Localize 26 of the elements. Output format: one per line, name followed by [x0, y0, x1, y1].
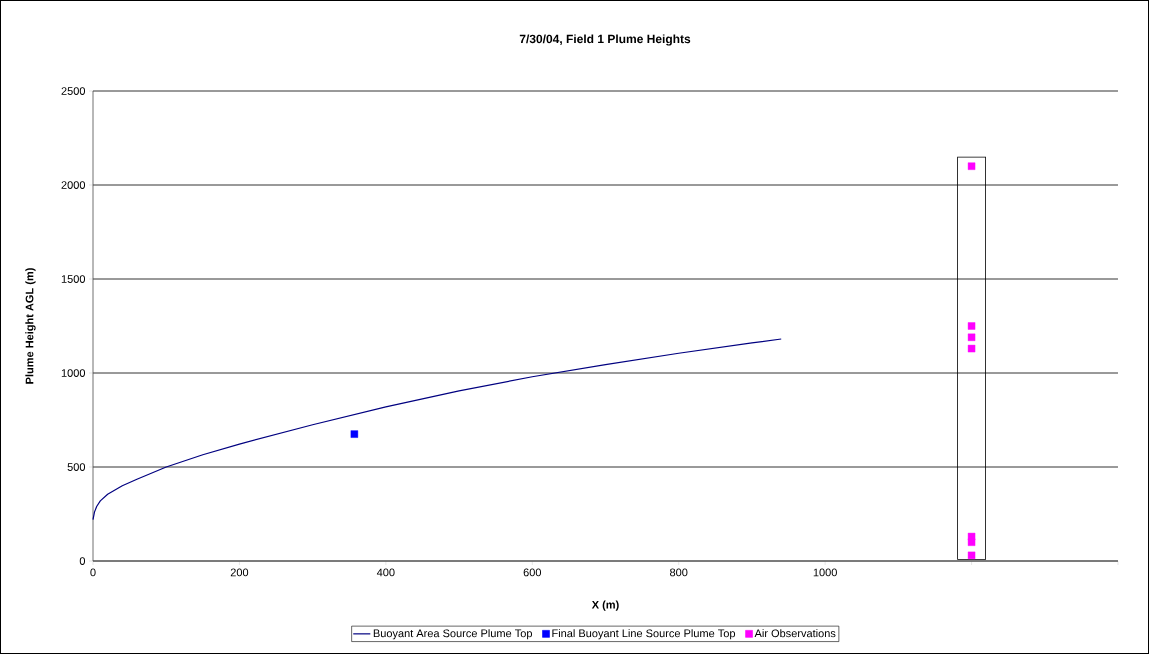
- point: [967, 344, 976, 353]
- chart-title: 7/30/04, Field 1 Plume Heights: [519, 34, 691, 46]
- point: [967, 538, 976, 546]
- x-tick-label: 400: [376, 568, 395, 577]
- y-tick-label: 2000: [61, 181, 86, 189]
- y-tick-label: 1000: [61, 369, 86, 377]
- y-tick-label: 1500: [61, 275, 86, 283]
- x-axis-title: X (m): [591, 600, 619, 611]
- x-tick-label: 800: [670, 568, 688, 577]
- y-tick-label: 0: [79, 557, 86, 565]
- x-tick-label: 200: [230, 568, 249, 577]
- legend-label: Final Buoyant Line Source Plume Top: [552, 629, 736, 640]
- x-tick-label: 1000: [813, 568, 837, 577]
- line-series: [92, 338, 782, 521]
- point: [350, 430, 359, 438]
- y-tick-label: 2500: [61, 87, 86, 95]
- legend-label: Buoyant Area Source Plume Top: [373, 629, 533, 640]
- y-tick-label: 500: [67, 463, 86, 471]
- x-tick-label: 600: [523, 568, 542, 577]
- legend-label: Air Observations: [754, 629, 836, 638]
- y-axis-title: Plume Height AGL (m): [25, 268, 36, 384]
- point: [967, 162, 976, 170]
- x-tick-label: 0: [90, 568, 96, 577]
- point: [967, 551, 976, 560]
- point: [967, 333, 976, 341]
- point: [967, 322, 976, 330]
